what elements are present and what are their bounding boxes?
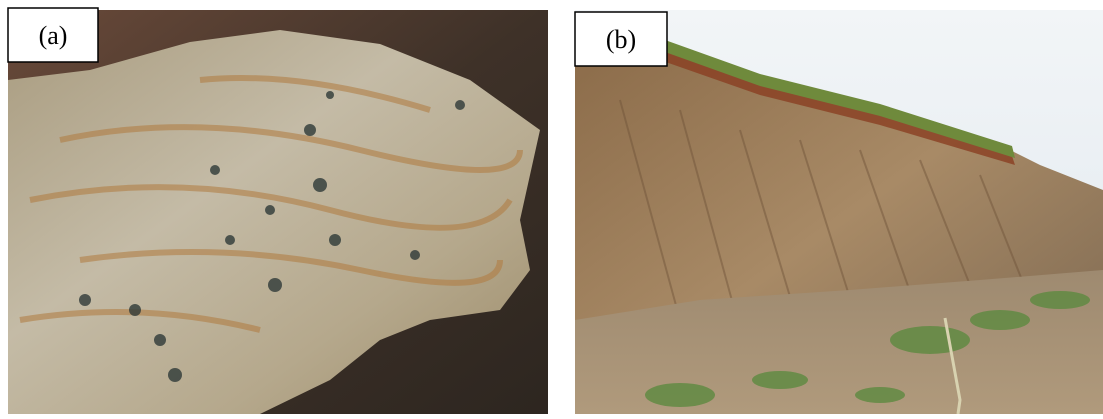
photo-soil-profile — [575, 10, 1103, 414]
label-box — [574, 11, 668, 67]
label-box — [7, 7, 99, 63]
photo-rock — [8, 10, 548, 414]
panel-label: (b) — [606, 25, 636, 54]
panel-label: (a) — [39, 21, 68, 50]
